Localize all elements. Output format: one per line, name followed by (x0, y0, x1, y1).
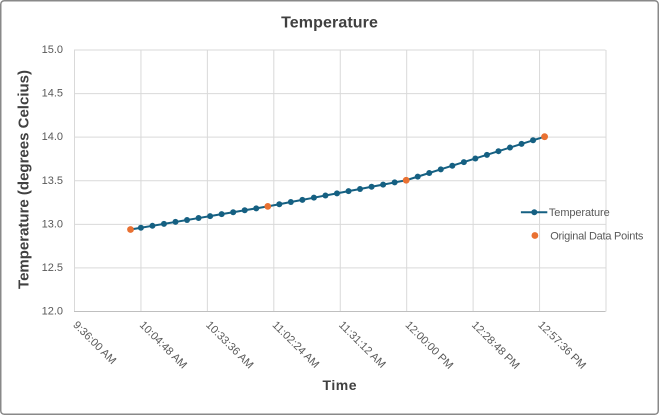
svg-text:14.5: 14.5 (42, 88, 63, 100)
svg-text:Temperature: Temperature (549, 207, 610, 219)
svg-text:13.0: 13.0 (42, 218, 63, 230)
svg-text:Temperature: Temperature (281, 15, 378, 32)
svg-text:12.0: 12.0 (42, 306, 63, 318)
svg-text:15.0: 15.0 (42, 44, 63, 56)
svg-text:Temperature (degrees Celcius): Temperature (degrees Celcius) (16, 70, 33, 289)
svg-text:14.0: 14.0 (42, 131, 63, 143)
svg-text:13.5: 13.5 (42, 175, 63, 187)
svg-text:12.5: 12.5 (42, 262, 63, 274)
svg-text:Time: Time (323, 377, 357, 393)
svg-text:Original Data Points: Original Data Points (550, 230, 644, 242)
